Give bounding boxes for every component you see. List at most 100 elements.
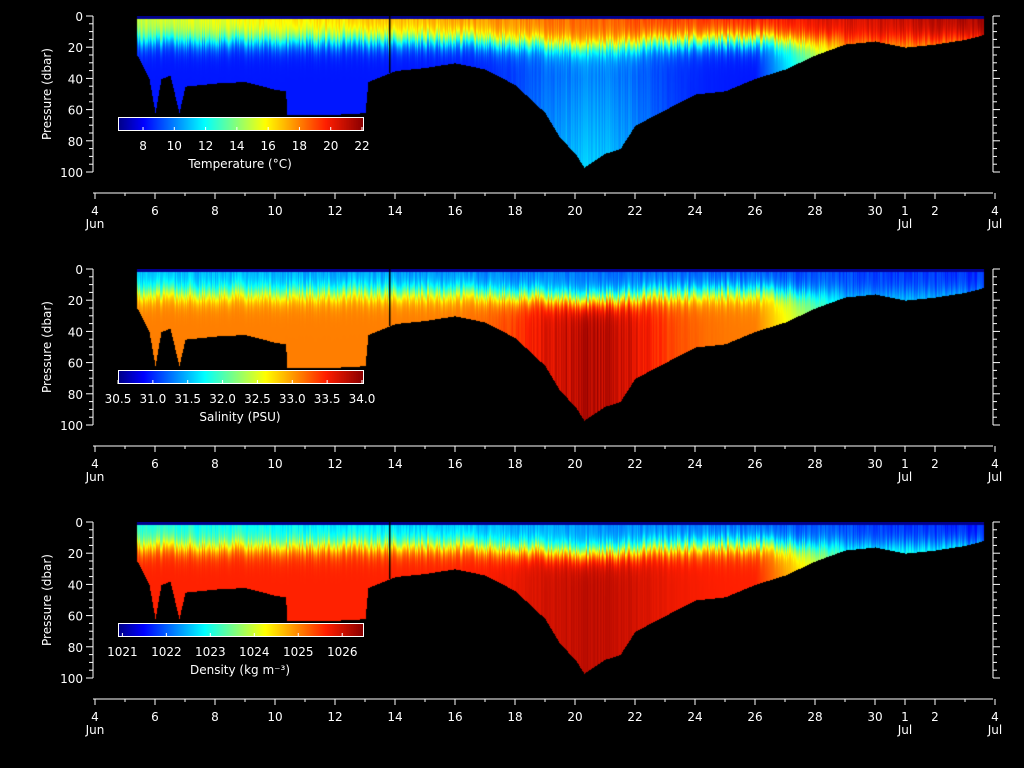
- density-field: [93, 522, 993, 678]
- x-tick-month: Jul: [987, 470, 1002, 484]
- x-tick-label: 12: [327, 710, 342, 724]
- colorbar-tick-label: 1026: [327, 645, 358, 659]
- x-tick-label: 8: [211, 710, 219, 724]
- x-tick-label: 6: [151, 457, 159, 471]
- x-tick-label: 24: [687, 710, 702, 724]
- x-tick-label: 10: [267, 204, 282, 218]
- colorbar-tick-label: 1025: [283, 645, 314, 659]
- x-tick-label: 2: [931, 457, 939, 471]
- x-tick-label: 26: [747, 204, 762, 218]
- y-tick-label: 0: [75, 10, 83, 24]
- x-tick-label: 10: [267, 457, 282, 471]
- x-tick-label: 22: [627, 457, 642, 471]
- colorbar-tick-label: 14: [229, 139, 244, 153]
- x-tick-label: 8: [211, 204, 219, 218]
- x-tick-label: 6: [151, 710, 159, 724]
- x-tick-label: 12: [327, 204, 342, 218]
- x-tick-label: 26: [747, 457, 762, 471]
- y-tick-label: 40: [68, 578, 83, 592]
- x-tick-label: 18: [507, 710, 522, 724]
- colorbar-tick-label: 22: [354, 139, 369, 153]
- colorbar-tick-label: 18: [292, 139, 307, 153]
- colorbar-tick-label: 31.5: [174, 392, 201, 406]
- colorbar-tick-label: 31.0: [139, 392, 166, 406]
- y-tick-label: 100: [60, 672, 83, 686]
- colorbar-tick-label: 10: [167, 139, 182, 153]
- x-tick-label: 28: [807, 710, 822, 724]
- x-tick-label: 6: [151, 204, 159, 218]
- y-tick-label: 20: [68, 41, 83, 55]
- x-tick-label: 20: [567, 710, 582, 724]
- x-tick-label: 30: [867, 457, 882, 471]
- y-axis-label: Pressure (dbar): [40, 48, 54, 140]
- x-tick-label: 2: [931, 204, 939, 218]
- colorbar-label: Density (kg m⁻³): [190, 663, 290, 677]
- x-tick-label: 24: [687, 204, 702, 218]
- x-tick-label: 14: [387, 457, 402, 471]
- temperature-field: [93, 16, 993, 172]
- x-tick-label: 14: [387, 710, 402, 724]
- x-tick-month: Jul: [987, 723, 1002, 737]
- y-tick-label: 0: [75, 263, 83, 277]
- x-tick-label: 22: [627, 204, 642, 218]
- y-tick-label: 60: [68, 104, 83, 118]
- colorbar-tick-label: 12: [198, 139, 213, 153]
- colorbar-label: Salinity (PSU): [199, 410, 280, 424]
- x-tick-label: 30: [867, 204, 882, 218]
- density-colorbar: [118, 623, 364, 637]
- x-tick-label: 4: [991, 710, 999, 724]
- x-tick-month: Jun: [85, 217, 105, 231]
- salinity-field: [93, 269, 993, 425]
- colorbar-tick-label: 1022: [151, 645, 182, 659]
- x-tick-label: 1: [901, 710, 909, 724]
- colorbar-tick-label: 32.5: [244, 392, 271, 406]
- x-tick-month: Jul: [897, 217, 912, 231]
- x-tick-label: 28: [807, 204, 822, 218]
- y-tick-label: 60: [68, 610, 83, 624]
- x-tick-label: 18: [507, 204, 522, 218]
- y-tick-label: 80: [68, 135, 83, 149]
- y-tick-label: 100: [60, 419, 83, 433]
- colorbar-tick-label: 30.5: [105, 392, 132, 406]
- x-tick-label: 26: [747, 710, 762, 724]
- x-tick-month: Jul: [897, 723, 912, 737]
- y-axis-label: Pressure (dbar): [40, 301, 54, 393]
- x-tick-label: 30: [867, 710, 882, 724]
- x-tick-label: 4: [91, 204, 99, 218]
- x-tick-label: 16: [447, 204, 462, 218]
- x-tick-label: 4: [91, 457, 99, 471]
- colorbar-tick-label: 8: [139, 139, 147, 153]
- salinity-colorbar: [118, 370, 364, 384]
- x-tick-label: 28: [807, 457, 822, 471]
- x-tick-label: 4: [991, 204, 999, 218]
- x-tick-label: 16: [447, 457, 462, 471]
- colorbar-tick-label: 16: [261, 139, 276, 153]
- x-tick-label: 20: [567, 204, 582, 218]
- x-tick-label: 18: [507, 457, 522, 471]
- colorbar-tick-label: 33.5: [314, 392, 341, 406]
- x-tick-label: 2: [931, 710, 939, 724]
- x-tick-label: 4: [91, 710, 99, 724]
- colorbar-tick-label: 32.0: [209, 392, 236, 406]
- x-tick-month: Jun: [85, 470, 105, 484]
- x-tick-label: 16: [447, 710, 462, 724]
- x-tick-label: 10: [267, 710, 282, 724]
- colorbar-tick-label: 33.0: [279, 392, 306, 406]
- y-tick-label: 80: [68, 641, 83, 655]
- y-tick-label: 80: [68, 388, 83, 402]
- x-tick-label: 12: [327, 457, 342, 471]
- y-tick-label: 40: [68, 325, 83, 339]
- colorbar-tick-label: 1024: [239, 645, 270, 659]
- y-tick-label: 20: [68, 547, 83, 561]
- x-tick-label: 1: [901, 204, 909, 218]
- temperature-colorbar: [118, 117, 364, 131]
- y-tick-label: 60: [68, 357, 83, 371]
- x-tick-month: Jun: [85, 723, 105, 737]
- x-tick-label: 14: [387, 204, 402, 218]
- x-tick-label: 22: [627, 710, 642, 724]
- x-tick-label: 8: [211, 457, 219, 471]
- x-tick-month: Jul: [987, 217, 1002, 231]
- x-tick-label: 1: [901, 457, 909, 471]
- y-axis-label: Pressure (dbar): [40, 554, 54, 646]
